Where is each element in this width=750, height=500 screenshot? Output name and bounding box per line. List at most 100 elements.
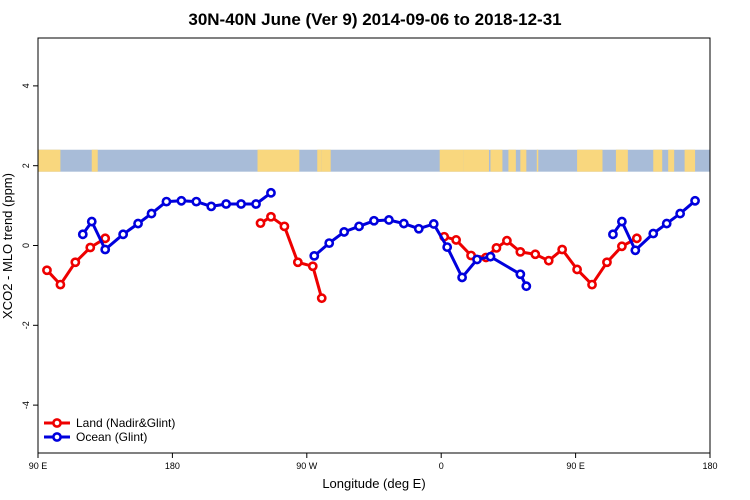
data-point [266, 211, 276, 222]
data-point [648, 228, 659, 239]
data-point [530, 249, 541, 260]
x-tick-label: 0 [439, 461, 444, 471]
data-point [631, 233, 642, 244]
data-point [324, 238, 335, 249]
data-point [251, 199, 261, 209]
x-tick-label: 90 E [566, 461, 585, 471]
data-point [369, 215, 379, 226]
data-point [442, 242, 453, 252]
data-point [279, 221, 290, 232]
data-point [413, 223, 424, 234]
data-point [133, 218, 143, 229]
data-point [191, 196, 202, 207]
legend-label: Ocean (Glint) [76, 430, 147, 444]
map-land [520, 149, 527, 172]
map-land [321, 149, 331, 172]
data-point [266, 187, 276, 198]
chart-title: 30N-40N June (Ver 9) 2014-09-06 to 2018-… [188, 10, 561, 29]
map-land [38, 149, 61, 172]
data-point [451, 235, 462, 245]
map-land [577, 149, 603, 172]
legend-marker [52, 432, 62, 442]
data-point [77, 229, 88, 240]
data-point [55, 279, 66, 290]
x-tick-label: 90 E [29, 461, 48, 471]
data-point [100, 233, 111, 244]
data-point [316, 293, 327, 304]
data-point [630, 245, 641, 256]
data-point [543, 255, 554, 266]
data-point [161, 196, 172, 207]
data-point [472, 254, 482, 265]
data-point [398, 218, 409, 229]
data-point [339, 227, 350, 237]
data-point [428, 219, 439, 229]
data-point [85, 242, 96, 253]
data-point [146, 208, 157, 219]
data-point [587, 279, 597, 290]
data-point [100, 244, 111, 255]
y-axis-label: XCO2 - MLO trend (ppm) [0, 173, 15, 319]
x-axis: 90 E 180 90 W 0 90 E 180 [29, 453, 718, 471]
data-point [457, 272, 468, 283]
data-point [557, 244, 568, 255]
data-point [70, 257, 81, 268]
data-point [384, 215, 394, 225]
data-point [236, 199, 246, 209]
x-tick-label: 180 [702, 461, 717, 471]
data-point [515, 269, 526, 280]
data-point [221, 199, 232, 209]
map-land [317, 149, 322, 172]
y-tick-label: -2 [21, 321, 31, 329]
data-point [292, 257, 303, 268]
data-point [502, 235, 512, 246]
map-ocean [38, 149, 710, 172]
map-land [439, 149, 464, 172]
map-land [257, 149, 300, 172]
legend-marker [52, 418, 62, 428]
y-axis: -4 -2 0 2 4 [21, 83, 38, 409]
data-point [661, 218, 672, 229]
map-land [615, 149, 628, 172]
data-point [176, 195, 187, 206]
data-point [675, 208, 686, 219]
legend-label: Land (Nadir&Glint) [76, 416, 175, 430]
x-axis-label: Longitude (deg E) [322, 476, 425, 491]
data-point [86, 216, 97, 227]
x-tick-label: 180 [165, 461, 180, 471]
map-land [91, 149, 98, 172]
map-land [463, 149, 489, 172]
data-point [608, 229, 618, 240]
map-land [536, 149, 539, 172]
y-tick-label: 0 [21, 243, 31, 248]
legend: Land (Nadir&Glint)Ocean (Glint) [44, 416, 175, 444]
data-point [206, 201, 217, 212]
data-point [485, 251, 496, 262]
data-point [491, 242, 502, 253]
data-point [118, 229, 129, 240]
map-land [653, 149, 663, 172]
data-point [255, 218, 266, 229]
data-point [354, 221, 364, 232]
data-point [521, 281, 532, 292]
map-land [490, 149, 503, 172]
series-ocean [77, 187, 700, 292]
y-tick-label: -4 [21, 401, 31, 409]
data-point [309, 250, 320, 261]
data-point [616, 216, 627, 227]
world-map-strip [38, 149, 710, 172]
map-land [508, 149, 516, 172]
data-point [616, 241, 627, 252]
map-land [668, 149, 675, 172]
map-land [684, 149, 696, 172]
series-layer [42, 187, 700, 304]
data-point [602, 257, 612, 268]
data-point [690, 195, 700, 206]
x-tick-label: 90 W [296, 461, 318, 471]
y-tick-label: 4 [21, 83, 31, 88]
data-point [307, 261, 318, 272]
y-tick-label: 2 [21, 163, 31, 168]
data-point [42, 265, 52, 276]
data-point [572, 264, 582, 275]
